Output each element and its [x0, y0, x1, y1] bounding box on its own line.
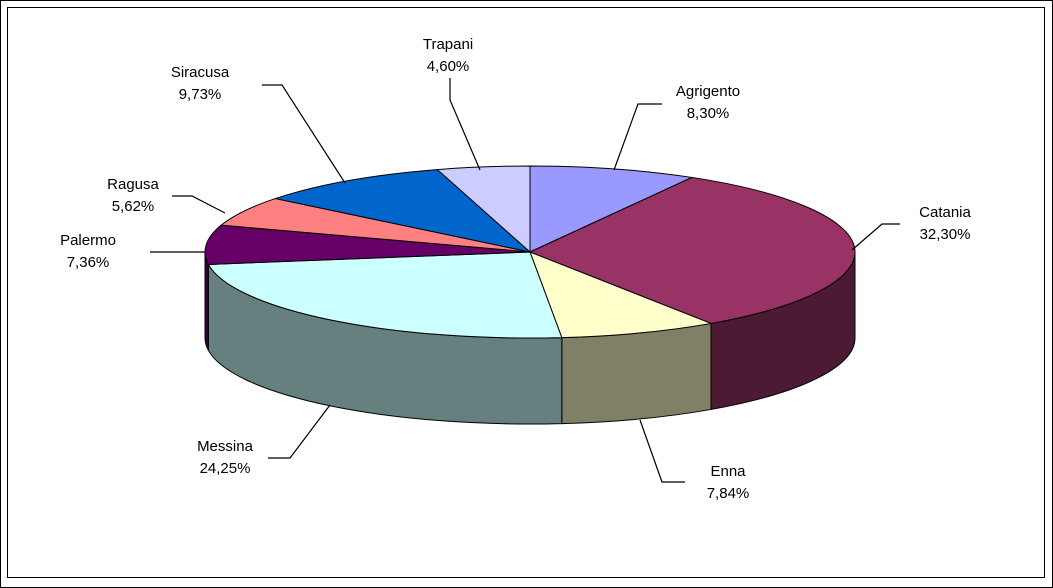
- slice-value: 32,30%: [920, 226, 971, 243]
- slice-value: 8,30%: [687, 105, 730, 122]
- leader-line: [639, 419, 685, 483]
- leader-line: [851, 223, 900, 251]
- slice-value: 4,60%: [427, 58, 470, 75]
- slice-label: Siracusa: [171, 64, 230, 81]
- slice-value: 7,36%: [67, 254, 110, 271]
- slice: [436, 165, 531, 254]
- slice-label: Messina: [197, 438, 254, 455]
- slice-value: 7,84%: [707, 485, 750, 502]
- chart-border: [7, 7, 1045, 578]
- slice: [528, 176, 856, 324]
- leader-line: [613, 103, 662, 171]
- slice-label: Ragusa: [107, 176, 159, 193]
- slice-label: Palermo: [60, 232, 116, 249]
- leader-line: [449, 78, 481, 171]
- slice-value: 24,25%: [200, 460, 251, 477]
- slice-side: [204, 251, 209, 351]
- slice: [529, 251, 713, 339]
- slice-label: Enna: [710, 463, 746, 480]
- leader-line: [268, 404, 331, 459]
- slice: [207, 251, 563, 339]
- slice-label: Catania: [919, 204, 971, 221]
- slice-value: 9,73%: [179, 86, 222, 103]
- slice-label: Agrigento: [676, 83, 740, 100]
- leader-line: [262, 84, 346, 184]
- slice-side: [561, 322, 712, 425]
- slice: [273, 169, 532, 253]
- slice: [204, 224, 531, 265]
- leader-line: [172, 195, 226, 214]
- slice-label: Trapani: [423, 36, 473, 53]
- slice-value: 5,62%: [112, 198, 155, 215]
